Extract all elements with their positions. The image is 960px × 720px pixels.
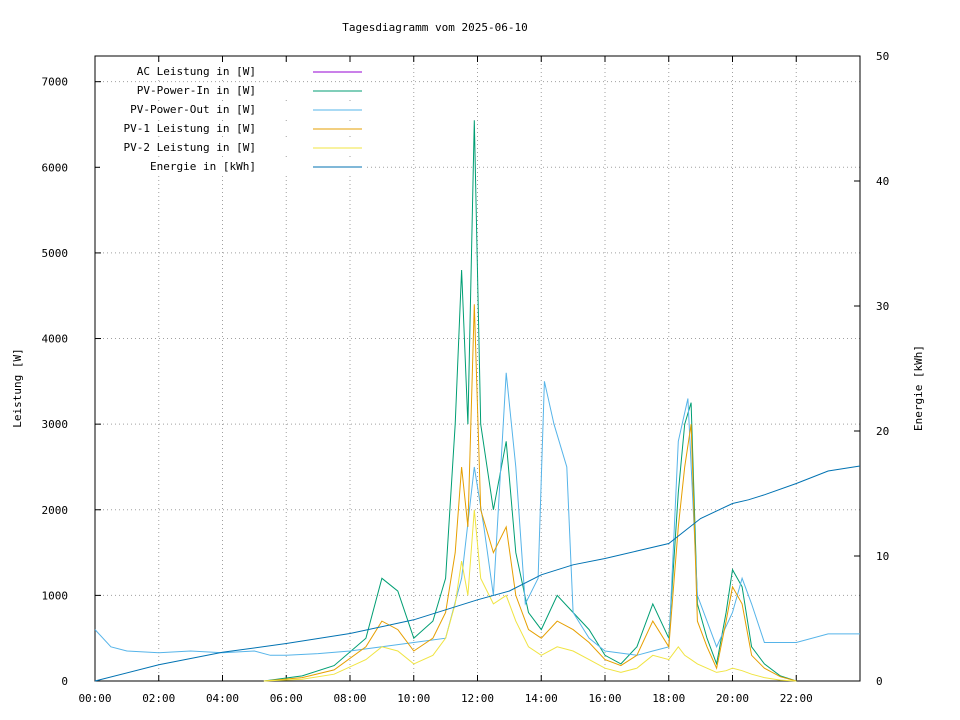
- legend: AC Leistung in [W] PV-Power-In in [W] PV-P…: [100, 64, 365, 174]
- legend-label: PV-Power-Out in [W]: [130, 103, 256, 116]
- x-tick-label: 14:00: [525, 692, 558, 705]
- y2-tick-label: 0: [876, 675, 883, 688]
- x-tick-label: 12:00: [461, 692, 494, 705]
- x-tick-label: 04:00: [206, 692, 239, 705]
- legend-bg: [100, 140, 365, 155]
- y-tick-label: 7000: [42, 76, 69, 89]
- y-tick-label: 4000: [42, 333, 69, 346]
- y2-tick-label: 20: [876, 425, 889, 438]
- y-tick-label: 0: [61, 675, 68, 688]
- y2-tick-label: 10: [876, 550, 889, 563]
- legend-bg: [100, 102, 365, 117]
- series-line: [263, 509, 797, 682]
- chart-title: Tagesdiagramm vom 2025-06-10: [342, 21, 527, 34]
- y-tick-label: 5000: [42, 247, 69, 260]
- y-tick-label: 1000: [42, 589, 69, 602]
- y2-tick-label: 40: [876, 175, 889, 188]
- legend-label: PV-2 Leistung in [W]: [124, 141, 256, 154]
- legend-bg: [100, 64, 365, 79]
- y2-axis-label: Energie [kWh]: [912, 345, 925, 431]
- y-tick-label: 2000: [42, 504, 69, 517]
- x-tick-label: 16:00: [588, 692, 621, 705]
- x-tick-label: 06:00: [270, 692, 303, 705]
- x-tick-label: 22:00: [780, 692, 813, 705]
- x-tick-label: 08:00: [333, 692, 366, 705]
- series-layer: [94, 120, 861, 682]
- y-tick-label: 3000: [42, 418, 69, 431]
- legend-label: PV-1 Leistung in [W]: [124, 122, 256, 135]
- x-tick-label: 20:00: [716, 692, 749, 705]
- legend-label: AC Leistung in [W]: [137, 65, 256, 78]
- series-line: [263, 120, 797, 682]
- y-axis-label: Leistung [W]: [11, 348, 24, 427]
- legend-label: PV-Power-In in [W]: [137, 84, 256, 97]
- x-tick-label: 02:00: [142, 692, 175, 705]
- y-tick-label: 6000: [42, 161, 69, 174]
- x-tick-label: 10:00: [397, 692, 430, 705]
- legend-label: Energie in [kWh]: [150, 160, 256, 173]
- legend-bg: [100, 159, 365, 174]
- x-tick-label: 18:00: [652, 692, 685, 705]
- legend-bg: [100, 83, 365, 98]
- series-line: [94, 372, 860, 656]
- series-line: [94, 465, 861, 682]
- legend-bg: [100, 121, 365, 136]
- axes: 00:00 02:00 04:00 06:00 08:00 10:00 12:00 14:00…: [42, 50, 890, 705]
- y2-tick-label: 30: [876, 300, 889, 313]
- y2-tick-label: 50: [876, 50, 889, 63]
- x-tick-label: 00:00: [78, 692, 111, 705]
- series-line: [263, 304, 797, 682]
